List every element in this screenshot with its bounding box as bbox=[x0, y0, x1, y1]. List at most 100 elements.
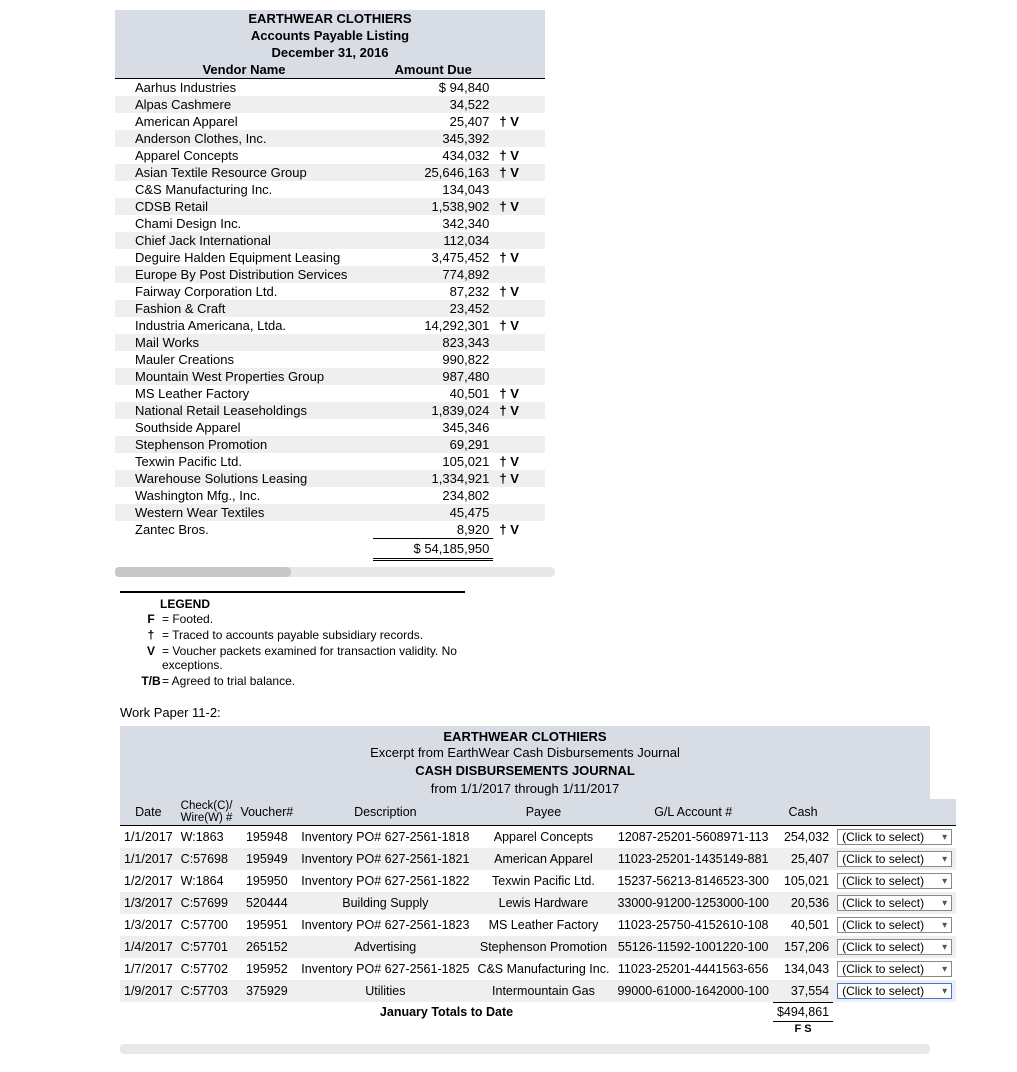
cdj-hscroll[interactable] bbox=[120, 1044, 930, 1054]
cdj-date: 1/2/2017 bbox=[120, 870, 177, 892]
cdj-row: 1/7/2017C:57702195952Inventory PO# 627-2… bbox=[120, 958, 956, 980]
tickmark bbox=[493, 215, 545, 232]
cdj-journal: CASH DISBURSEMENTS JOURNAL bbox=[120, 763, 930, 781]
tickmark: † V bbox=[493, 317, 545, 334]
legend-text: = Voucher packets examined for transacti… bbox=[162, 644, 465, 672]
cdj-desc: Inventory PO# 627-2561-1823 bbox=[297, 914, 473, 936]
cdj-voucher: 265152 bbox=[236, 936, 297, 958]
select-label: (Click to select) bbox=[842, 896, 924, 910]
tickmark: † V bbox=[493, 521, 545, 539]
vendor-name: Stephenson Promotion bbox=[115, 436, 373, 453]
chevron-down-icon: ▾ bbox=[942, 832, 947, 843]
select-label: (Click to select) bbox=[842, 984, 924, 998]
amount-due: 774,892 bbox=[373, 266, 493, 283]
ap-row: Apparel Concepts434,032† V bbox=[115, 147, 545, 164]
ap-row: Alpas Cashmere34,522 bbox=[115, 96, 545, 113]
vendor-name: Apparel Concepts bbox=[115, 147, 373, 164]
cdj-desc: Advertising bbox=[297, 936, 473, 958]
cdj-cash: 157,206 bbox=[773, 936, 833, 958]
cdj-col-gl: G/L Account # bbox=[613, 799, 773, 826]
amount-due: 345,346 bbox=[373, 419, 493, 436]
tickmark bbox=[493, 351, 545, 368]
legend-symbol: V bbox=[140, 644, 162, 672]
cdj-range: from 1/1/2017 through 1/11/2017 bbox=[120, 781, 930, 799]
tickmark-select[interactable]: (Click to select)▾ bbox=[837, 961, 952, 977]
ap-listing-table: EARTHWEAR CLOTHIERS Accounts Payable Lis… bbox=[115, 10, 545, 561]
cdj-cash: 25,407 bbox=[773, 848, 833, 870]
ap-row: Mail Works823,343 bbox=[115, 334, 545, 351]
amount-due: 987,480 bbox=[373, 368, 493, 385]
cdj-row: 1/2/2017W:1864195950Inventory PO# 627-25… bbox=[120, 870, 956, 892]
cdj-payee: Texwin Pacific Ltd. bbox=[473, 870, 613, 892]
cdj-gl: 33000-91200-1253000-100 bbox=[613, 892, 773, 914]
ap-row: Mountain West Properties Group987,480 bbox=[115, 368, 545, 385]
cdj-voucher: 375929 bbox=[236, 980, 297, 1002]
tickmark bbox=[493, 436, 545, 453]
tickmark-select[interactable]: (Click to select)▾ bbox=[837, 851, 952, 867]
cdj-desc: Building Supply bbox=[297, 892, 473, 914]
tickmark bbox=[493, 504, 545, 521]
cdj-desc: Inventory PO# 627-2561-1821 bbox=[297, 848, 473, 870]
ap-row: Texwin Pacific Ltd.105,021† V bbox=[115, 453, 545, 470]
amount-due: 8,920 bbox=[373, 521, 493, 539]
tickmark-select[interactable]: (Click to select)▾ bbox=[837, 939, 952, 955]
cdj-total-label: January Totals to Date bbox=[120, 1002, 773, 1021]
cdj-date: 1/3/2017 bbox=[120, 892, 177, 914]
ap-row: CDSB Retail1,538,902† V bbox=[115, 198, 545, 215]
select-label: (Click to select) bbox=[842, 830, 924, 844]
tickmark: † V bbox=[493, 283, 545, 300]
tickmark-select[interactable]: (Click to select)▾ bbox=[837, 983, 952, 999]
cdj-col-date: Date bbox=[120, 799, 177, 826]
cdj-row: 1/1/2017W:1863195948Inventory PO# 627-25… bbox=[120, 826, 956, 849]
chevron-down-icon: ▾ bbox=[942, 876, 947, 887]
cdj-gl: 99000-61000-1642000-100 bbox=[613, 980, 773, 1002]
vendor-name: Chief Jack International bbox=[115, 232, 373, 249]
amount-due: 234,802 bbox=[373, 487, 493, 504]
ap-hscroll[interactable] bbox=[115, 567, 555, 577]
cdj-row: 1/4/2017C:57701265152AdvertisingStephens… bbox=[120, 936, 956, 958]
tickmark: † V bbox=[493, 113, 545, 130]
cdj-voucher: 195952 bbox=[236, 958, 297, 980]
cdj-payee: Stephenson Promotion bbox=[473, 936, 613, 958]
tickmark bbox=[493, 181, 545, 198]
cdj-date: 1/4/2017 bbox=[120, 936, 177, 958]
cdj-payee: American Apparel bbox=[473, 848, 613, 870]
workpaper-label: Work Paper 11-2: bbox=[120, 705, 1017, 720]
vendor-name: MS Leather Factory bbox=[115, 385, 373, 402]
tickmark-select[interactable]: (Click to select) ▾ bbox=[837, 829, 952, 845]
chevron-down-icon: ▾ bbox=[942, 964, 947, 975]
cdj-date: 1/1/2017 bbox=[120, 848, 177, 870]
cdj-cw: C:57700 bbox=[177, 914, 237, 936]
cdj-cash: 254,032 bbox=[773, 826, 833, 849]
vendor-name: Deguire Halden Equipment Leasing bbox=[115, 249, 373, 266]
tickmark bbox=[493, 96, 545, 113]
legend-text: = Footed. bbox=[162, 612, 465, 626]
tickmark-select[interactable]: (Click to select)▾ bbox=[837, 917, 952, 933]
legend-symbol: F bbox=[140, 612, 162, 626]
vendor-name: Warehouse Solutions Leasing bbox=[115, 470, 373, 487]
legend-text: = Agreed to trial balance. bbox=[162, 674, 465, 688]
ap-col-amount: Amount Due bbox=[373, 61, 493, 79]
chevron-down-icon: ▾ bbox=[942, 920, 947, 931]
cdj-payee: Intermountain Gas bbox=[473, 980, 613, 1002]
cdj-cw: C:57701 bbox=[177, 936, 237, 958]
ap-title: Accounts Payable Listing bbox=[115, 27, 545, 44]
legend-symbol: † bbox=[140, 628, 162, 642]
vendor-name: Asian Textile Resource Group bbox=[115, 164, 373, 181]
cdj-gl: 55126-11592-1001220-100 bbox=[613, 936, 773, 958]
cdj-voucher: 520444 bbox=[236, 892, 297, 914]
tickmark: † V bbox=[493, 164, 545, 181]
amount-due: 1,538,902 bbox=[373, 198, 493, 215]
ap-row: Chami Design Inc.342,340 bbox=[115, 215, 545, 232]
legend-row: †= Traced to accounts payable subsidiary… bbox=[120, 627, 465, 643]
vendor-name: C&S Manufacturing Inc. bbox=[115, 181, 373, 198]
ap-row: Warehouse Solutions Leasing1,334,921† V bbox=[115, 470, 545, 487]
chevron-down-icon: ▾ bbox=[942, 854, 947, 865]
cdj-date: 1/9/2017 bbox=[120, 980, 177, 1002]
vendor-name: Washington Mfg., Inc. bbox=[115, 487, 373, 504]
tickmark-select[interactable]: (Click to select)▾ bbox=[837, 895, 952, 911]
tickmark-select[interactable]: (Click to select)▾ bbox=[837, 873, 952, 889]
cdj-desc: Inventory PO# 627-2561-1825 bbox=[297, 958, 473, 980]
cdj-table: Date Check(C)/ Wire(W) # Voucher# Descri… bbox=[120, 799, 956, 1036]
ap-row: Mauler Creations990,822 bbox=[115, 351, 545, 368]
